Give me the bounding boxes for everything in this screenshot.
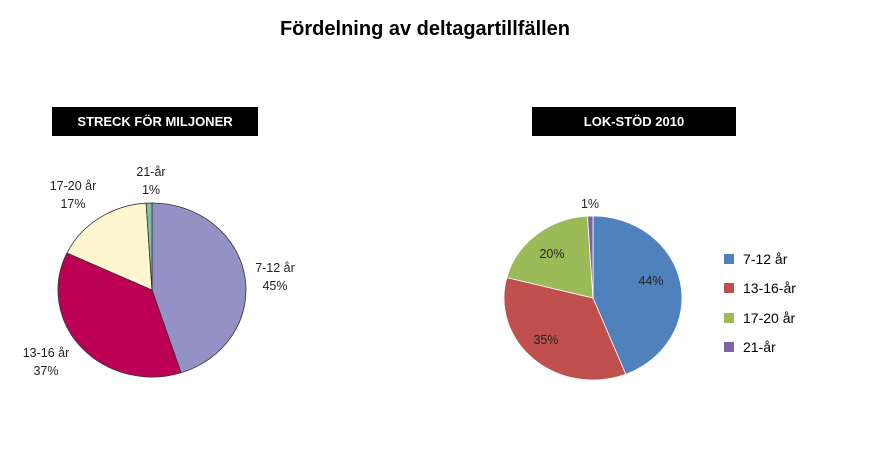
slice-category-label: 7-12 år (255, 261, 295, 275)
legend-swatch (724, 253, 734, 264)
slice-category-label: 21-år (136, 165, 165, 179)
chart-title-streck: STRECK FÖR MILJONER (52, 107, 258, 136)
pie-slice-7-12-år (592, 215, 683, 375)
legend-label: 7-12 år (743, 250, 788, 267)
legend-lok: 7-12 år 13-16-år 17-20 år 21-år (724, 244, 796, 362)
legend-item: 7-12 år (724, 244, 796, 274)
legend-label: 21-år (743, 339, 776, 356)
slice-percent-label: 1% (142, 183, 160, 197)
pie-slice-13-16-år (503, 277, 627, 381)
pie-slice-17-20-år (506, 215, 594, 299)
legend-swatch (724, 342, 734, 353)
chart-title-lok: LOK-STÖD 2010 (532, 107, 736, 136)
slice-percent-label: 35% (533, 333, 558, 347)
page-title: Fördelning av deltagartillfällen (279, 18, 571, 40)
legend-item: 17-20 år (724, 303, 796, 333)
slice-percent-label: 37% (33, 364, 58, 378)
pie-slice-13-16-år (57, 252, 182, 378)
legend-swatch (724, 312, 734, 323)
legend-swatch (724, 283, 734, 294)
legend-label: 13-16-år (743, 280, 796, 297)
legend-item: 21-år (724, 333, 796, 363)
slice-percent-label: 44% (638, 274, 663, 288)
slice-percent-label: 17% (60, 197, 85, 211)
slice-percent-label: 20% (539, 247, 564, 261)
pie-slice-21-år (145, 202, 153, 291)
pie-slice-7-12-år (151, 202, 247, 374)
slice-percent-label: 45% (262, 279, 287, 293)
pie-slice-17-20-år (66, 202, 153, 291)
slice-category-label: 13-16 år (23, 346, 70, 360)
slice-percent-label: 1% (581, 197, 599, 211)
slice-category-label: 17-20 år (50, 179, 97, 193)
pie-slice-21-år (586, 215, 594, 299)
legend-item: 13-16-år (724, 274, 796, 304)
legend-label: 17-20 år (743, 309, 796, 326)
